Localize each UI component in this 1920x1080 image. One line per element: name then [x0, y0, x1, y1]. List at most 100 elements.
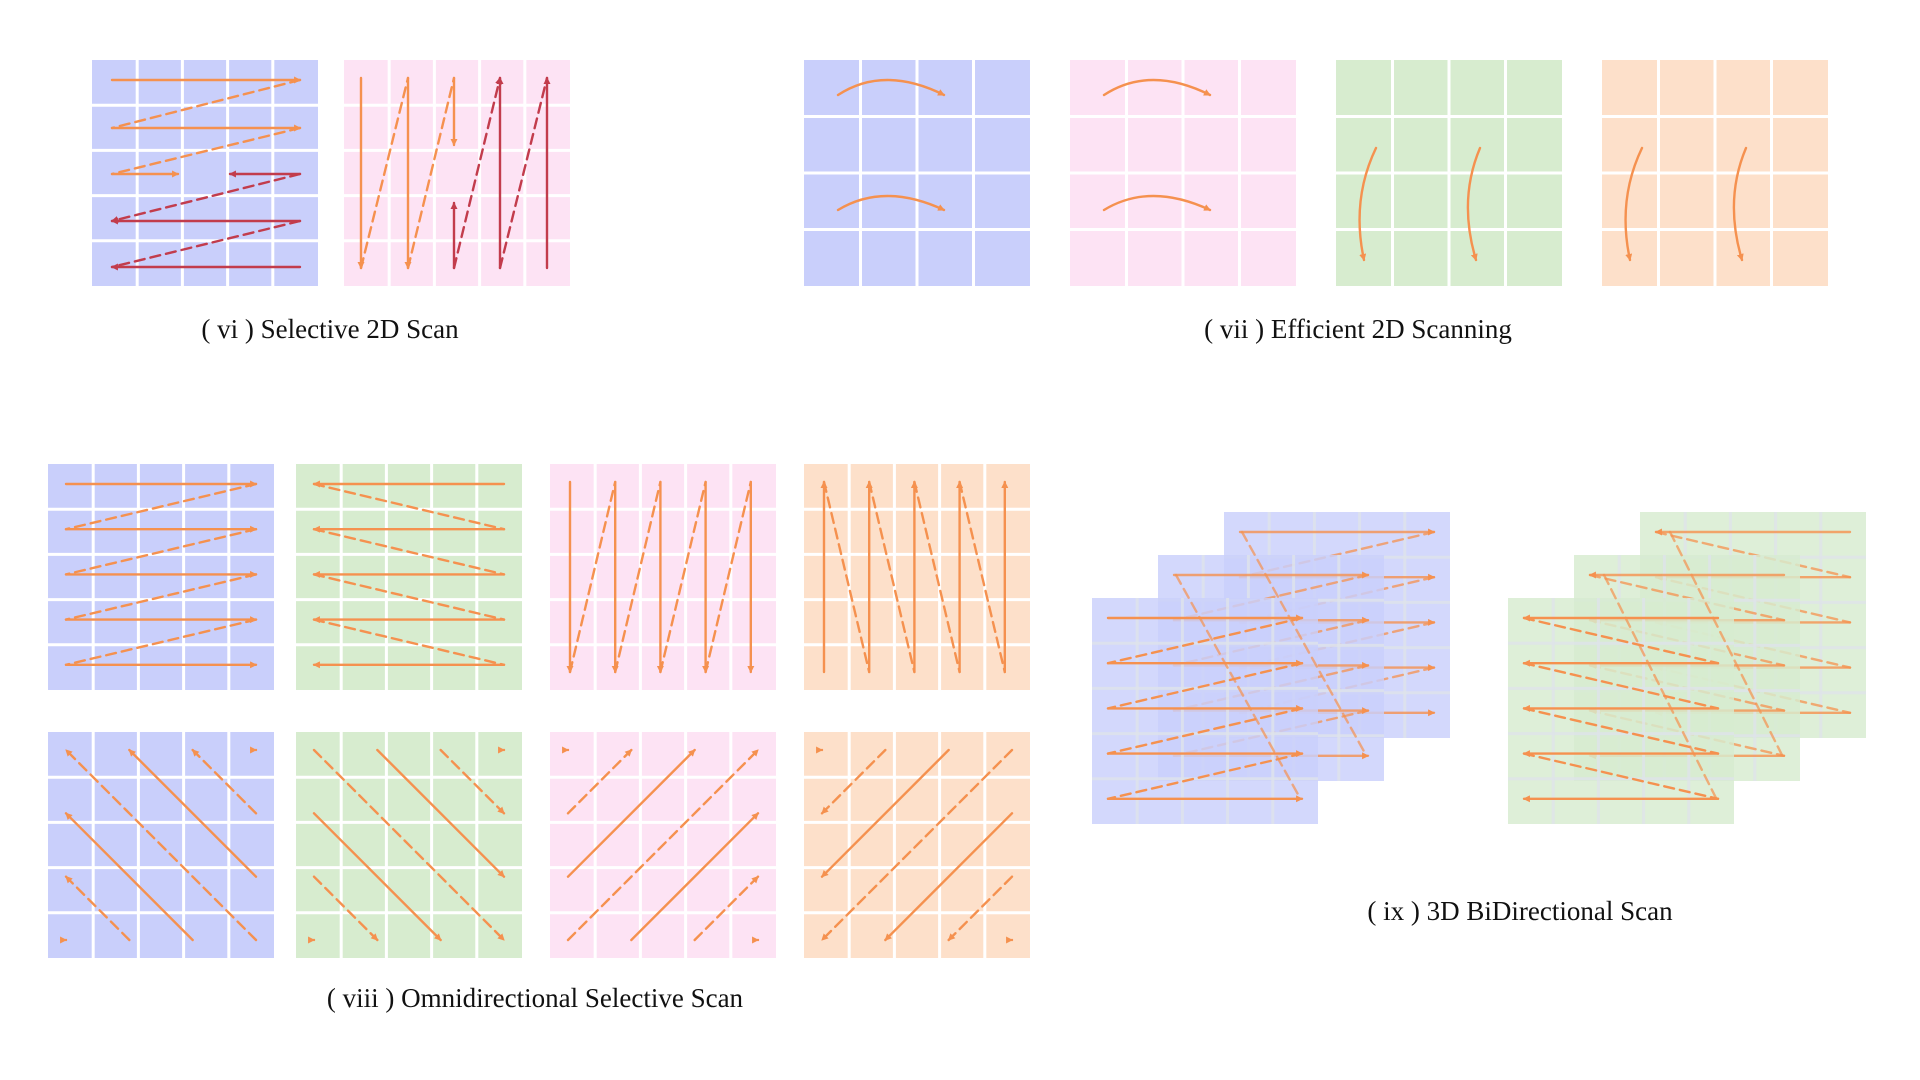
scan-connector-arrow: [704, 480, 752, 674]
scan-connector-arrow: [868, 480, 916, 674]
scan-connector-arrow: [191, 748, 258, 815]
scan-connector-arrow: [312, 618, 506, 666]
scan-connector-arrow: [1522, 616, 1720, 665]
scan-arc-arrow: [1466, 146, 1482, 262]
omni-rows-rtl-panel: [296, 464, 522, 690]
omni-antidiag-up-right-panel: [550, 732, 776, 958]
scan-connector-arrow: [64, 875, 131, 942]
scan-connector-arrow: [1522, 662, 1720, 710]
scan-arrow: [820, 748, 950, 878]
omni-cols-up-panel: [804, 464, 1030, 690]
caption-vii: ( vii ) Efficient 2D Scanning: [1204, 314, 1512, 344]
caption-vi: ( vi ) Selective 2D Scan: [201, 314, 459, 344]
stack-layer-3: [1092, 598, 1318, 824]
scan-connector-arrow: [110, 172, 302, 223]
scan-connector-arrow: [64, 618, 258, 666]
scan-connector-arrow: [820, 748, 887, 815]
panel-background: [1508, 598, 1734, 824]
scan-connector-arrow: [359, 76, 410, 270]
scan-arc-arrow: [1102, 78, 1212, 97]
scan-connector-arrow: [1106, 707, 1304, 755]
scan-connector-arrow: [312, 748, 506, 942]
scan-connector-arrow: [1106, 752, 1304, 800]
caption-viii: ( viii ) Omnidirectional Selective Scan: [326, 983, 744, 1013]
scan-arc-arrow: [1102, 194, 1212, 212]
selective-2d-scan-group: [92, 60, 570, 286]
scan-arrow: [312, 812, 442, 942]
bidirectional-3d-scan-group: [1092, 512, 1866, 824]
efficient-green-panel: [1336, 60, 1562, 286]
scan-arrow: [566, 748, 696, 878]
panel-background: [1092, 598, 1318, 824]
selective-vertical-panel: [344, 60, 570, 286]
scan-connector-arrow: [64, 748, 258, 942]
scan-connector-arrow: [1602, 573, 1718, 800]
panel-background: [344, 60, 570, 286]
scan-connector-arrow: [820, 748, 1014, 942]
panel-background: [550, 464, 776, 690]
stack-backward: [1508, 512, 1866, 824]
scan-connector-arrow: [64, 482, 258, 531]
scan-arc-arrow: [1732, 146, 1748, 262]
scan-arrow: [64, 812, 194, 942]
stack-forward: [1092, 512, 1450, 824]
efficient-peach-panel: [1602, 60, 1828, 286]
scan-arrow: [630, 812, 760, 942]
scan-connector-arrow: [439, 748, 506, 815]
scan-arc-arrow: [1624, 146, 1644, 262]
scan-connector-arrow: [1174, 573, 1302, 800]
efficient-2d-scanning-group: [804, 60, 1828, 286]
scan-connector-arrow: [947, 875, 1014, 942]
panel-background: [296, 464, 522, 690]
scan-connector-arrow: [566, 748, 760, 942]
scan-connector-arrow: [64, 573, 258, 621]
scan-arrow: [884, 812, 1014, 942]
scan-connector-arrow: [312, 482, 506, 531]
scan-connector-arrow: [110, 126, 302, 176]
scan-connector-arrow: [614, 480, 662, 674]
selective-horizontal-panel: [92, 60, 318, 286]
scan-connector-arrow: [312, 573, 506, 621]
scan-connector-arrow: [64, 528, 258, 576]
scan-connector-arrow: [659, 480, 707, 674]
panel-background: [804, 464, 1030, 690]
scan-connector-arrow: [1522, 752, 1720, 800]
scan-arc-arrow: [836, 194, 946, 212]
omni-diag-up-left-panel: [48, 732, 274, 958]
scan-connector-arrow: [110, 219, 302, 269]
omni-cols-down-panel: [550, 464, 776, 690]
efficient-blue-panel: [804, 60, 1030, 286]
scan-arrow: [128, 748, 258, 878]
scan-connector-arrow: [958, 480, 1006, 674]
omni-rows-ltr-panel: [48, 464, 274, 690]
scan-arc-arrow: [1358, 146, 1378, 262]
scan-arc-arrow: [836, 78, 946, 97]
omnidirectional-selective-scan-group: [48, 464, 1030, 958]
scan-connector-arrow: [1522, 707, 1720, 755]
scan-connector-arrow: [406, 76, 456, 270]
scan-connector-arrow: [312, 875, 379, 942]
scan-connector-arrow: [1106, 616, 1304, 665]
scan-connector-arrow: [913, 480, 961, 674]
scan-connector-arrow: [1240, 530, 1368, 757]
scan-connector-arrow: [312, 528, 506, 576]
scan-connector-arrow: [693, 875, 760, 942]
scan-connector-arrow: [822, 480, 871, 674]
scan-connector-arrow: [1654, 530, 1852, 579]
scan-arrow: [376, 748, 506, 878]
omni-diag-down-right-panel: [296, 732, 522, 958]
scan-connector-arrow: [1588, 573, 1786, 622]
panel-background: [48, 464, 274, 690]
scan-connector-arrow: [498, 76, 549, 270]
omni-antidiag-down-left-panel: [804, 732, 1030, 958]
scan-connector-arrow: [452, 76, 503, 270]
caption-ix: ( ix ) 3D BiDirectional Scan: [1367, 896, 1673, 926]
scan-connector-arrow: [566, 748, 633, 815]
efficient-pink-panel: [1070, 60, 1296, 286]
stack-layer-3: [1508, 598, 1734, 824]
scan-connector-arrow: [1668, 530, 1784, 757]
scan-connector-arrow: [110, 78, 302, 130]
scan-connector-arrow: [568, 480, 617, 674]
scan-connector-arrow: [1106, 662, 1304, 710]
